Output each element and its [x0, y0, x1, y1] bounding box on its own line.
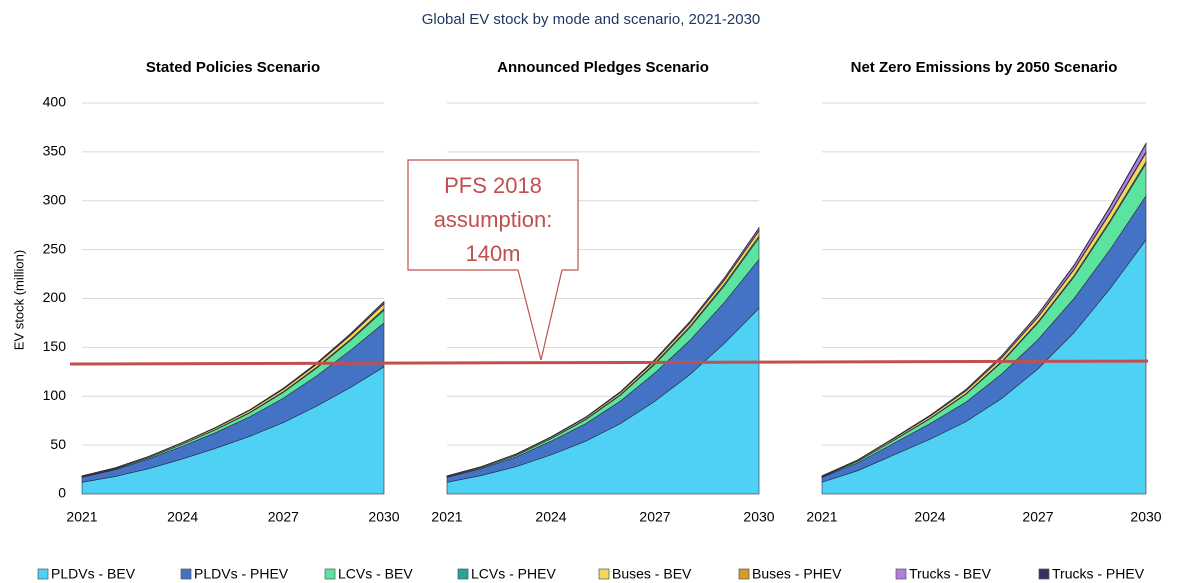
- x-tick-label: 2024: [167, 509, 198, 525]
- legend-label: PLDVs - PHEV: [194, 566, 289, 582]
- x-tick-label: 2024: [914, 509, 945, 525]
- legend-label: Buses - BEV: [612, 566, 692, 582]
- legend-swatch: [37, 568, 49, 580]
- legend: PLDVs - BEV PLDVs - PHEV LCVs - BEV LCVs - …: [37, 566, 1145, 582]
- x-tick-label: 2027: [639, 509, 670, 525]
- callout-text: 140m: [465, 241, 520, 266]
- area-segment: [81, 300, 385, 477]
- x-tick-label: 2027: [268, 509, 299, 525]
- legend-label: Trucks - BEV: [909, 566, 992, 582]
- x-tick-label: 2021: [66, 509, 97, 525]
- legend-swatch: [457, 568, 469, 580]
- legend-swatch: [324, 568, 336, 580]
- legend-swatch: [895, 568, 907, 580]
- y-tick-label: 150: [43, 338, 67, 354]
- reference-line: [69, 359, 1149, 366]
- x-tick-label: 2024: [535, 509, 566, 525]
- x-tick-label: 2027: [1022, 509, 1053, 525]
- legend-label: Buses - PHEV: [752, 566, 842, 582]
- callout-text: PFS 2018: [444, 173, 542, 198]
- legend-swatch: [1038, 568, 1050, 580]
- legend-swatch: [598, 568, 610, 580]
- x-tick-label: 2021: [806, 509, 837, 525]
- legend-label: LCVs - BEV: [338, 566, 413, 582]
- y-tick-label: 200: [43, 289, 67, 305]
- panel-title: Stated Policies Scenario: [146, 59, 320, 76]
- chart-title: Global EV stock by mode and scenario, 20…: [422, 11, 761, 28]
- legend-label: PLDVs - BEV: [51, 566, 136, 582]
- y-tick-label: 100: [43, 387, 67, 403]
- y-tick-label: 0: [58, 485, 66, 501]
- area-segment: [821, 141, 1147, 477]
- x-tick-label: 2030: [743, 509, 774, 525]
- callout-text: assumption:: [434, 207, 553, 232]
- legend-swatch: [180, 568, 192, 580]
- panel-title: Net Zero Emissions by 2050 Scenario: [851, 59, 1118, 76]
- x-tick-label: 2021: [431, 509, 462, 525]
- legend-swatch: [738, 568, 750, 580]
- y-axis-label: EV stock (million): [11, 250, 26, 350]
- annotation: PFS 2018 assumption: 140m: [69, 159, 1149, 366]
- panel-title: Announced Pledges Scenario: [497, 59, 709, 76]
- x-tick-label: 2030: [368, 509, 399, 525]
- plots: Stated Policies Scenario 0 50 100 150 200 250 3…: [43, 59, 1162, 525]
- legend-label: LCVs - PHEV: [471, 566, 556, 582]
- x-tick-label: 2030: [1130, 509, 1161, 525]
- y-tick-label: 400: [43, 94, 67, 110]
- y-tick-label: 50: [50, 436, 66, 452]
- legend-label: Trucks - PHEV: [1052, 566, 1145, 582]
- y-tick-label: 350: [43, 143, 67, 159]
- y-tick-label: 300: [43, 191, 67, 207]
- y-tick-label: 250: [43, 240, 67, 256]
- area-segment: [446, 226, 760, 477]
- callout-box: [407, 159, 579, 361]
